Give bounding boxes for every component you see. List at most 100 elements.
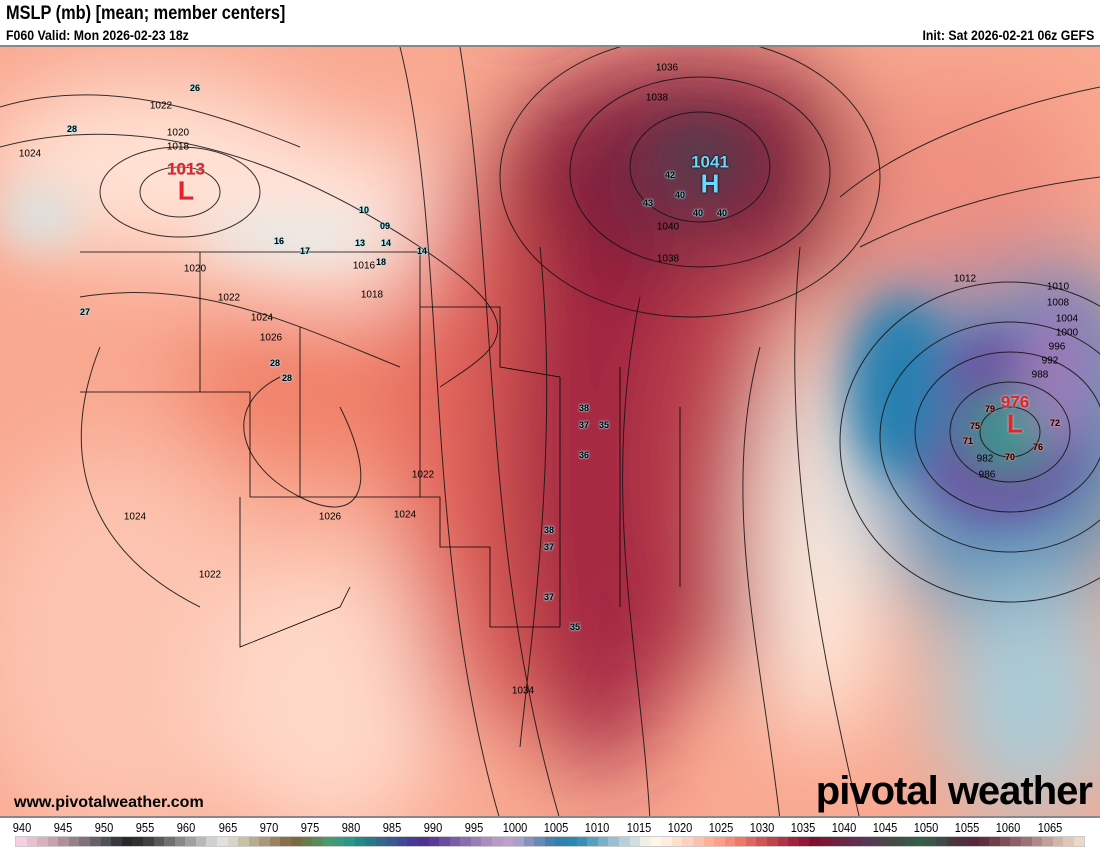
colorbar-swatch: [386, 837, 397, 846]
low-pressure-center: 976 L: [1001, 394, 1029, 437]
isobar-label: 1038: [656, 253, 680, 265]
colorbar-swatch: [100, 837, 112, 846]
colorbar-swatch: [470, 837, 482, 846]
high-pressure-center: 1041 H: [691, 154, 729, 197]
low-center-value: 1013: [167, 159, 205, 179]
member-center-label: 79: [984, 404, 996, 414]
isobar-label: 1012: [953, 273, 977, 285]
isobar-label: 1022: [217, 292, 241, 304]
colorbar-swatch: [1052, 837, 1064, 846]
pivotal-weather-logo: pivotal weather: [815, 769, 1093, 813]
colorbar-tick-label: 1055: [955, 820, 980, 835]
colorbar-swatch: [396, 837, 408, 846]
colorbar-swatch: [492, 837, 503, 846]
colorbar-swatch: [904, 837, 916, 846]
colorbar-tick-label: 1035: [790, 820, 816, 835]
member-center-label: 27: [79, 307, 91, 317]
colorbar-tick-label: 1060: [996, 820, 1021, 835]
colorbar-swatch: [671, 837, 683, 846]
isobar-label: 992: [1041, 355, 1059, 367]
isobar-label: 1010: [1046, 281, 1070, 293]
colorbar-tick-label: 955: [136, 820, 155, 835]
colorbar-swatch: [798, 837, 810, 846]
colorbar-swatch: [481, 837, 493, 846]
member-center-label: 40: [716, 208, 728, 218]
colorbar-swatch: [354, 837, 366, 846]
colorbar-swatch: [745, 837, 757, 846]
colorbar-swatch: [227, 837, 239, 846]
member-center-label: 37: [543, 592, 555, 602]
colorbar-swatch: [555, 837, 567, 846]
member-center-label: 28: [281, 373, 293, 383]
isobar-label: 1018: [360, 289, 384, 301]
colorbar: [15, 836, 1085, 847]
colorbar-swatch: [26, 837, 38, 846]
member-center-label: 35: [598, 420, 610, 430]
colorbar-swatch: [132, 837, 143, 846]
colorbar-tick-label: 1005: [544, 820, 569, 835]
colorbar-swatch: [597, 837, 609, 846]
member-center-label: 70: [1004, 452, 1016, 462]
colorbar-swatch: [174, 837, 186, 846]
member-center-label: 72: [1049, 418, 1061, 428]
member-center-label: 38: [543, 525, 555, 535]
colorbar-swatch: [883, 837, 894, 846]
colorbar-swatch: [37, 837, 48, 846]
isobar-label: 1022: [149, 100, 173, 112]
colorbar-swatch: [693, 837, 704, 846]
colorbar-swatch: [862, 837, 873, 846]
colorbar-tick-label: 1025: [708, 820, 733, 835]
member-center-label: 43: [642, 198, 654, 208]
colorbar-tick-label: 1050: [913, 820, 939, 835]
colorbar-swatch: [1010, 837, 1021, 846]
member-center-label: 10: [358, 205, 370, 215]
state-borders: [80, 251, 681, 648]
colorbar-swatch: [640, 837, 651, 846]
member-center-label: 40: [674, 190, 686, 200]
isobar-label: 1008: [1046, 297, 1070, 309]
colorbar-tick-label: 980: [341, 820, 361, 835]
colorbar-swatch: [47, 837, 59, 846]
member-center-label: 36: [578, 450, 590, 460]
colorbar-swatch: [164, 837, 175, 846]
low-center-symbol: L: [178, 175, 194, 206]
colorbar-swatch: [544, 837, 556, 846]
colorbar-swatch: [830, 837, 842, 846]
colorbar-swatch: [513, 837, 524, 846]
colorbar-swatch: [819, 837, 831, 846]
high-center-symbol: H: [700, 168, 720, 199]
member-center-label: 13: [354, 238, 366, 248]
isobar-label: 1020: [183, 263, 207, 275]
colorbar-tick-label: 965: [218, 820, 237, 835]
colorbar-swatch: [851, 837, 863, 846]
member-center-label: 40: [692, 208, 704, 218]
colorbar-swatch: [872, 837, 884, 846]
colorbar-swatch: [957, 837, 969, 846]
member-center-label: 18: [375, 257, 387, 267]
colorbar-swatch: [756, 837, 768, 846]
colorbar-swatch: [365, 837, 376, 846]
colorbar-swatch: [312, 837, 323, 846]
colorbar-swatch: [153, 837, 165, 846]
colorbar-swatch: [90, 837, 101, 846]
colorbar-tick-label: 1030: [749, 820, 775, 835]
isobar-label: 1024: [393, 509, 417, 521]
member-center-label: 37: [578, 420, 590, 430]
isobar-label: 1022: [411, 469, 435, 481]
colorbar-swatch: [1031, 837, 1043, 846]
isobar-label: 986: [978, 469, 996, 481]
isobar-label: 1020: [166, 127, 190, 139]
colorbar-swatch: [185, 837, 196, 846]
colorbar-swatch: [79, 837, 91, 846]
colorbar-swatch: [259, 837, 270, 846]
colorbar-ticks: 940 945 950 955 960 965 970 975 980 985 990 995 1000…: [0, 820, 1100, 836]
colorbar-swatch: [809, 837, 820, 846]
member-center-label: 28: [66, 124, 78, 134]
member-center-label: 71: [962, 436, 974, 446]
map-title: MSLP (mb) [mean; member centers]: [6, 3, 286, 24]
member-center-label: 75: [969, 421, 981, 431]
colorbar-swatch: [439, 837, 450, 846]
colorbar-swatch: [449, 837, 461, 846]
low-center-symbol: L: [1007, 408, 1023, 439]
colorbar-swatch: [989, 837, 1000, 846]
